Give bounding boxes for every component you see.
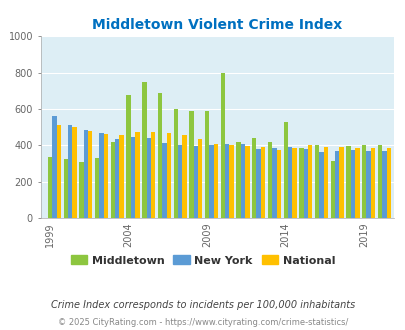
Bar <box>350 150 354 218</box>
Bar <box>381 150 386 218</box>
Bar <box>64 159 68 218</box>
Bar <box>95 158 99 218</box>
Bar <box>377 145 381 218</box>
Bar <box>276 150 280 218</box>
Title: Middletown Violent Crime Index: Middletown Violent Crime Index <box>92 18 341 32</box>
Bar <box>151 132 155 218</box>
Bar <box>354 148 359 218</box>
Bar <box>115 139 119 218</box>
Bar <box>330 161 334 218</box>
Bar <box>52 116 56 218</box>
Bar <box>209 145 213 218</box>
Bar <box>220 73 224 218</box>
Bar <box>224 144 229 218</box>
Bar <box>271 148 276 218</box>
Bar <box>256 149 260 218</box>
Bar <box>182 135 186 218</box>
Bar <box>240 144 245 218</box>
Text: © 2025 CityRating.com - https://www.cityrating.com/crime-statistics/: © 2025 CityRating.com - https://www.city… <box>58 318 347 327</box>
Bar <box>166 133 171 218</box>
Bar <box>177 145 182 218</box>
Bar <box>366 150 370 218</box>
Bar <box>298 148 303 218</box>
Bar <box>236 143 240 218</box>
Bar <box>307 145 312 218</box>
Bar <box>88 131 92 218</box>
Bar <box>135 132 139 218</box>
Bar <box>72 127 77 218</box>
Bar <box>334 150 339 218</box>
Bar <box>213 144 217 218</box>
Bar <box>173 109 177 218</box>
Bar <box>68 125 72 218</box>
Bar <box>386 148 390 218</box>
Bar <box>245 146 249 218</box>
Bar <box>56 125 61 218</box>
Bar <box>162 144 166 218</box>
Bar <box>260 147 264 218</box>
Text: Crime Index corresponds to incidents per 100,000 inhabitants: Crime Index corresponds to incidents per… <box>51 300 354 310</box>
Bar <box>48 157 52 218</box>
Bar <box>130 137 135 218</box>
Bar <box>104 134 108 218</box>
Bar <box>339 147 343 218</box>
Bar <box>198 139 202 218</box>
Bar <box>319 151 323 218</box>
Bar <box>303 149 307 218</box>
Bar <box>158 92 162 218</box>
Bar <box>193 146 198 218</box>
Bar <box>283 122 287 218</box>
Bar <box>314 145 319 218</box>
Bar <box>126 95 130 218</box>
Legend: Middletown, New York, National: Middletown, New York, National <box>66 251 339 270</box>
Bar <box>287 147 292 218</box>
Bar <box>370 148 374 218</box>
Bar <box>361 145 366 218</box>
Bar <box>267 143 271 218</box>
Bar <box>229 145 233 218</box>
Bar <box>79 162 83 218</box>
Bar <box>292 148 296 218</box>
Bar <box>111 142 115 218</box>
Bar <box>252 138 256 218</box>
Bar <box>205 111 209 218</box>
Bar <box>119 135 124 218</box>
Bar <box>189 111 193 218</box>
Bar <box>345 146 350 218</box>
Bar <box>99 133 104 218</box>
Bar <box>83 130 88 218</box>
Bar <box>146 138 151 218</box>
Bar <box>142 82 146 218</box>
Bar <box>323 147 327 218</box>
